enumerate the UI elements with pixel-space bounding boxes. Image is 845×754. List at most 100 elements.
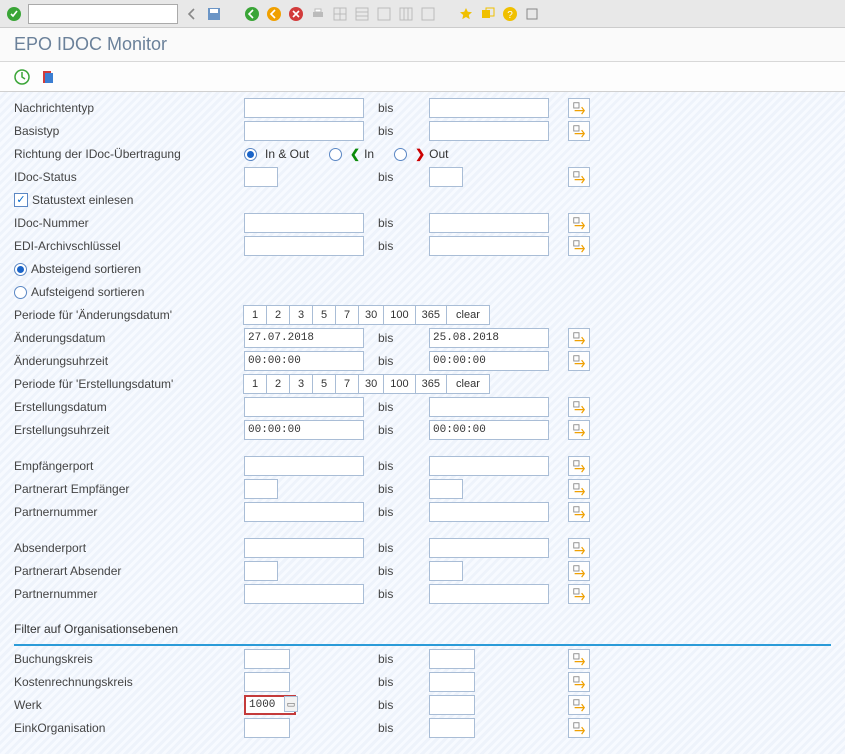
partnernummer-e-from-input[interactable] (244, 502, 364, 522)
edi-archiv-multi-button[interactable] (568, 236, 590, 256)
kostenrechnungskreis-multi-button[interactable] (568, 672, 590, 692)
period-btn[interactable]: 100 (383, 374, 415, 394)
werk-to-input[interactable] (429, 695, 475, 715)
checkbox-statustext-box[interactable] (14, 193, 28, 207)
period-btn[interactable]: 30 (358, 305, 384, 325)
ok-icon[interactable] (6, 6, 22, 22)
idoc-status-to-input[interactable] (429, 167, 463, 187)
idoc-status-multi-button[interactable] (568, 167, 590, 187)
empfaengerport-from-input[interactable] (244, 456, 364, 476)
cancel-icon[interactable] (288, 6, 304, 22)
partnerart-absender-to-input[interactable] (429, 561, 463, 581)
back-icon[interactable] (184, 6, 200, 22)
partnerart-empfaenger-from-input[interactable] (244, 479, 278, 499)
grid5-icon[interactable] (420, 6, 436, 22)
partnernummer-e-to-input[interactable] (429, 502, 549, 522)
settings-icon[interactable] (524, 6, 540, 22)
empfaengerport-multi-button[interactable] (568, 456, 590, 476)
variant-icon[interactable] (40, 69, 56, 85)
basistyp-multi-button[interactable] (568, 121, 590, 141)
erstellungsuhrzeit-to-input[interactable] (429, 420, 549, 440)
kostenrechnungskreis-to-input[interactable] (429, 672, 475, 692)
period-btn[interactable]: 7 (335, 374, 359, 394)
exit-icon[interactable] (266, 6, 282, 22)
nachrichtentyp-to-input[interactable] (429, 98, 549, 118)
period-btn[interactable]: 1 (243, 374, 267, 394)
grid1-icon[interactable] (332, 6, 348, 22)
back2-icon[interactable] (244, 6, 260, 22)
buchungskreis-multi-button[interactable] (568, 649, 590, 669)
execute-icon[interactable] (14, 69, 30, 85)
period-btn[interactable]: 2 (266, 374, 290, 394)
radio-in[interactable]: ❮In (329, 147, 374, 161)
einkorg-from-input[interactable] (244, 718, 290, 738)
partnerart-empfaenger-multi-button[interactable] (568, 479, 590, 499)
werk-f4-button[interactable]: ▭ (284, 696, 298, 712)
partnerart-absender-multi-button[interactable] (568, 561, 590, 581)
idoc-nummer-to-input[interactable] (429, 213, 549, 233)
period-btn[interactable]: 5 (312, 305, 336, 325)
aenderungsdatum-multi-button[interactable] (568, 328, 590, 348)
period-clear-button[interactable]: clear (446, 374, 490, 394)
buchungskreis-to-input[interactable] (429, 649, 475, 669)
period-btn[interactable]: 100 (383, 305, 415, 325)
period-btn[interactable]: 5 (312, 374, 336, 394)
partnernummer-a-from-input[interactable] (244, 584, 364, 604)
basistyp-from-input[interactable] (244, 121, 364, 141)
erstellungsuhrzeit-from-input[interactable] (244, 420, 364, 440)
fav-icon[interactable] (458, 6, 474, 22)
radio-aufsteigend[interactable]: Aufsteigend sortieren (14, 285, 244, 299)
period-btn[interactable]: 2 (266, 305, 290, 325)
partnernummer-a-multi-button[interactable] (568, 584, 590, 604)
einkorg-to-input[interactable] (429, 718, 475, 738)
aenderungsuhrzeit-from-input[interactable] (244, 351, 364, 371)
buchungskreis-from-input[interactable] (244, 649, 290, 669)
nachrichtentyp-from-input[interactable] (244, 98, 364, 118)
period-btn[interactable]: 7 (335, 305, 359, 325)
idoc-nummer-multi-button[interactable] (568, 213, 590, 233)
kostenrechnungskreis-from-input[interactable] (244, 672, 290, 692)
absenderport-to-input[interactable] (429, 538, 549, 558)
aenderungsdatum-to-input[interactable] (429, 328, 549, 348)
einkorg-multi-button[interactable] (568, 718, 590, 738)
period-clear-button[interactable]: clear (446, 305, 490, 325)
erstellungsdatum-multi-button[interactable] (568, 397, 590, 417)
aenderungsuhrzeit-to-input[interactable] (429, 351, 549, 371)
period-btn[interactable]: 3 (289, 374, 313, 394)
sessions-icon[interactable] (480, 6, 496, 22)
period-btn[interactable]: 3 (289, 305, 313, 325)
command-input[interactable] (28, 4, 178, 24)
period-btn[interactable]: 1 (243, 305, 267, 325)
grid3-icon[interactable] (376, 6, 392, 22)
period-btn[interactable]: 30 (358, 374, 384, 394)
idoc-nummer-from-input[interactable] (244, 213, 364, 233)
edi-archiv-to-input[interactable] (429, 236, 549, 256)
partnerart-empfaenger-to-input[interactable] (429, 479, 463, 499)
werk-multi-button[interactable] (568, 695, 590, 715)
grid4-icon[interactable] (398, 6, 414, 22)
radio-absteigend[interactable]: Absteigend sortieren (14, 262, 244, 276)
erstellungsdatum-to-input[interactable] (429, 397, 549, 417)
absenderport-multi-button[interactable] (568, 538, 590, 558)
print-icon[interactable] (310, 6, 326, 22)
partnernummer-e-multi-button[interactable] (568, 502, 590, 522)
partnernummer-a-to-input[interactable] (429, 584, 549, 604)
partnerart-absender-from-input[interactable] (244, 561, 278, 581)
period-btn[interactable]: 365 (415, 374, 447, 394)
period-btn[interactable]: 365 (415, 305, 447, 325)
radio-in-out[interactable]: In & Out (244, 147, 309, 161)
empfaengerport-to-input[interactable] (429, 456, 549, 476)
save-icon[interactable] (206, 6, 222, 22)
grid2-icon[interactable] (354, 6, 370, 22)
absenderport-from-input[interactable] (244, 538, 364, 558)
nachrichtentyp-multi-button[interactable] (568, 98, 590, 118)
aenderungsdatum-from-input[interactable] (244, 328, 364, 348)
erstellungsuhrzeit-multi-button[interactable] (568, 420, 590, 440)
aenderungsuhrzeit-multi-button[interactable] (568, 351, 590, 371)
erstellungsdatum-from-input[interactable] (244, 397, 364, 417)
edi-archiv-from-input[interactable] (244, 236, 364, 256)
checkbox-statustext[interactable]: Statustext einlesen (14, 193, 244, 207)
idoc-status-from-input[interactable] (244, 167, 278, 187)
basistyp-to-input[interactable] (429, 121, 549, 141)
help-icon[interactable]: ? (502, 6, 518, 22)
